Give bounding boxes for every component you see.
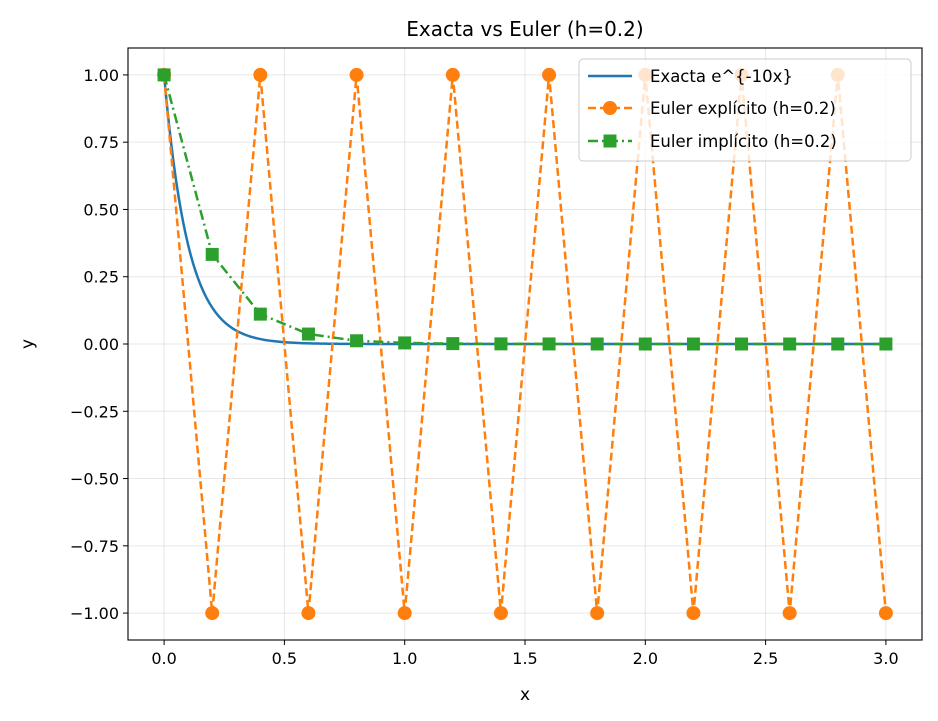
legend-marker-euler-explicito xyxy=(603,101,617,115)
series-1-point xyxy=(349,67,364,82)
series-1-point xyxy=(686,606,701,621)
series-1-point xyxy=(205,606,220,621)
x-tick-label: 0.0 xyxy=(151,649,176,668)
series-2-point xyxy=(590,337,604,351)
series-1-point xyxy=(493,606,508,621)
series-1-point xyxy=(590,606,605,621)
series-2-point xyxy=(157,68,171,82)
y-tick-label: −0.75 xyxy=(70,537,119,556)
x-tick-label: 1.0 xyxy=(392,649,417,668)
series-1-point xyxy=(878,606,893,621)
series-2-point xyxy=(446,337,460,351)
legend-label-euler-implicito: Euler implícito (h=0.2) xyxy=(650,132,837,151)
series-2-point xyxy=(205,247,219,261)
legend: Exacta e^{-10x} Euler explícito (h=0.2) … xyxy=(578,58,912,162)
series-1-point xyxy=(445,67,460,82)
series-2-point xyxy=(301,327,315,341)
series-2-point xyxy=(735,337,749,351)
series-2-point xyxy=(253,307,267,321)
series-1-point xyxy=(542,67,557,82)
x-tick-label: 0.5 xyxy=(272,649,297,668)
x-tick-label: 2.0 xyxy=(633,649,658,668)
series-1-point xyxy=(301,606,316,621)
series-2-point xyxy=(542,337,556,351)
series-2-point xyxy=(879,337,893,351)
x-axis-label: x xyxy=(520,685,530,705)
series-2-point xyxy=(494,337,508,351)
y-tick-label: −0.25 xyxy=(70,402,119,421)
y-tick-label: 0.75 xyxy=(83,133,119,152)
y-tick-label: −1.00 xyxy=(70,604,119,623)
y-tick-label: −0.50 xyxy=(70,470,119,489)
series-line-1 xyxy=(162,73,888,615)
series-1-point xyxy=(253,67,268,82)
series-2-point xyxy=(783,337,797,351)
series-2-point xyxy=(398,336,412,350)
series-1-point xyxy=(397,606,412,621)
legend-label-euler-explicito: Euler explícito (h=0.2) xyxy=(650,99,836,118)
x-tick-label: 3.0 xyxy=(873,649,898,668)
series-1-point xyxy=(782,606,797,621)
series-2-point xyxy=(686,337,700,351)
x-tick-label: 1.5 xyxy=(512,649,537,668)
y-tick-label: 0.25 xyxy=(83,268,119,287)
y-tick-label: 0.00 xyxy=(83,335,119,354)
y-tick-label: 1.00 xyxy=(83,66,119,85)
series-2-point xyxy=(350,334,364,348)
series-line-2 xyxy=(162,74,886,346)
legend-box xyxy=(578,58,912,162)
series-2-point xyxy=(638,337,652,351)
y-axis: 1.00 0.75 0.50 0.25 0.00 −0.25 −0.50 −0.75 −1.00 xyxy=(70,66,128,623)
x-axis: 0.0 0.5 1.0 1.5 2.0 2.5 3.0 xyxy=(151,640,899,668)
x-tick-label: 2.5 xyxy=(753,649,778,668)
legend-marker-euler-implicito xyxy=(603,134,617,148)
y-tick-label: 0.50 xyxy=(83,200,119,219)
y-axis-label: y xyxy=(18,339,38,349)
chart-title: Exacta vs Euler (h=0.2) xyxy=(406,17,643,41)
series-2-point xyxy=(831,337,845,351)
legend-label-exacta: Exacta e^{-10x} xyxy=(650,67,793,86)
